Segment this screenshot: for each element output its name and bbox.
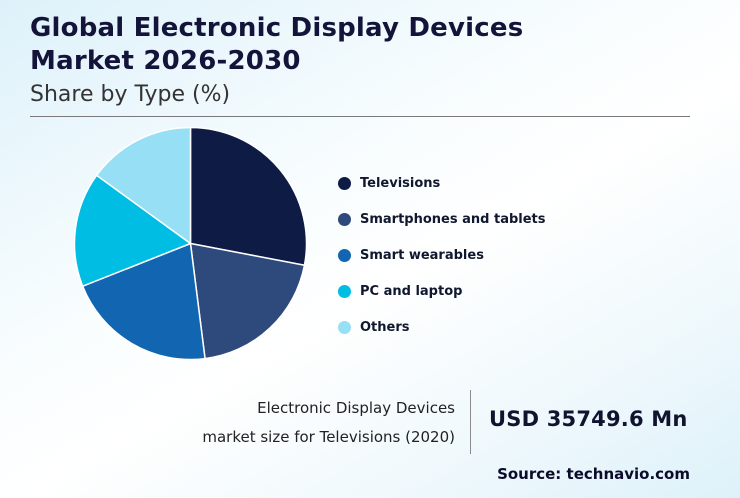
legend: Televisions Smartphones and tablets Smart …: [338, 172, 546, 352]
legend-item: Smartphones and tablets: [338, 208, 546, 231]
legend-item: PC and laptop: [338, 280, 546, 303]
pie-slice-smart-wearables: [81, 242, 206, 361]
pie-slice-televisions: [189, 126, 308, 266]
legend-label: PC and laptop: [360, 284, 463, 299]
header-divider: [30, 115, 690, 117]
page-subtitle: Share by Type (%): [30, 81, 231, 107]
caption-line2: market size for Televisions (2020): [202, 428, 455, 447]
page-title-line1: Global Electronic Display Devices: [30, 13, 524, 43]
legend-item: Smart wearables: [338, 244, 546, 267]
legend-swatch-icon: [338, 177, 351, 190]
footer-divider: [470, 390, 471, 454]
legend-item: Others: [338, 316, 546, 339]
legend-swatch-icon: [338, 321, 351, 334]
legend-label: Others: [360, 320, 410, 335]
legend-swatch-icon: [338, 213, 351, 226]
legend-item: Televisions: [338, 172, 546, 195]
pie-slice-others: [95, 126, 192, 245]
legend-label: Smartphones and tablets: [360, 212, 546, 227]
page-title-line2: Market 2026-2030: [30, 46, 301, 77]
legend-label: Televisions: [360, 176, 441, 191]
market-size-value: USD 35749.6 Mn: [489, 407, 688, 431]
market-size-caption: Electronic Display Devices market size f…: [202, 394, 455, 453]
pie-slice-pc-and-laptop: [73, 174, 192, 287]
source-attribution: Source: technavio.com: [497, 465, 690, 483]
page-title: Global Electronic Display Devices Market…: [30, 12, 690, 79]
header: Global Electronic Display Devices Market…: [30, 12, 690, 117]
caption-line1: Electronic Display Devices: [257, 399, 455, 417]
pie-slice-smartphones-and-tablets: [189, 242, 306, 360]
legend-label: Smart wearables: [360, 248, 484, 263]
pie-chart: [73, 126, 308, 361]
legend-swatch-icon: [338, 249, 351, 262]
legend-swatch-icon: [338, 285, 351, 298]
